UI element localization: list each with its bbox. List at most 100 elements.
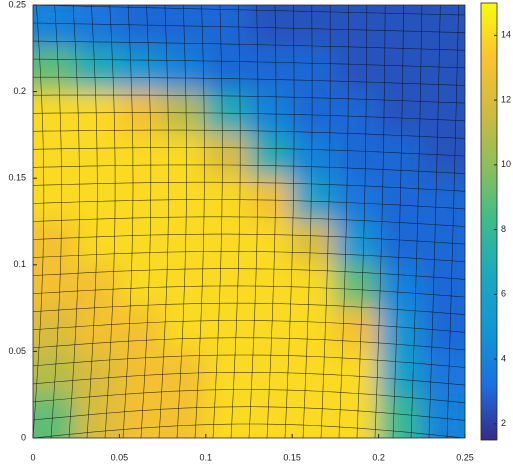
mesh-line (392, 5, 404, 438)
mesh-line (446, 5, 459, 438)
mesh-line (33, 147, 465, 157)
y-tick-label: 0.1 (13, 259, 26, 269)
heat-cell (205, 350, 250, 396)
heat-cell (378, 91, 423, 136)
mesh-line (158, 5, 169, 438)
y-tick-label: 0.05 (8, 346, 26, 356)
mesh-line (33, 268, 465, 280)
colorbar-tick-label: 8 (501, 224, 506, 234)
mesh-line (374, 5, 386, 438)
heat-cell (33, 5, 77, 49)
heat-cell (291, 264, 336, 309)
heat-cell (75, 307, 120, 352)
heat-cell (378, 221, 423, 266)
mesh-line (33, 354, 465, 368)
heat-cell (334, 91, 380, 136)
mesh-line (338, 5, 349, 438)
heat-cell (421, 307, 465, 352)
heat-cell (334, 177, 380, 222)
heat-cell (248, 47, 293, 93)
heat-cell (378, 350, 423, 396)
mesh-line (33, 22, 465, 33)
heat-cell (248, 307, 293, 352)
heat-cell (33, 47, 77, 93)
heat-cell (118, 91, 164, 136)
heat-cell (162, 394, 207, 438)
heat-cell (421, 177, 465, 222)
field (33, 5, 465, 438)
heat-cell (421, 264, 465, 309)
mesh-line (33, 233, 465, 245)
mesh-line (302, 5, 313, 438)
heat-cell (421, 91, 465, 136)
heat-cell (118, 264, 164, 309)
heat-cell (378, 134, 423, 179)
axes: 0 0.05 0.1 0.15 0.2 0.25 0 0.05 0.1 0.15 0.2 0.25 2 4… (8, 0, 511, 462)
heat-cell (378, 264, 423, 309)
x-tick-label: 0.15 (283, 452, 301, 462)
heat-cell (248, 221, 293, 266)
heat-cell (378, 394, 423, 438)
heat-cell (162, 47, 207, 93)
mesh-line (33, 251, 465, 263)
heat-cell (75, 91, 120, 136)
heat-cell (33, 350, 77, 396)
heat-cell (334, 47, 380, 93)
mesh-line (33, 199, 465, 210)
mesh-line (33, 5, 465, 16)
colorbar-tick-label: 12 (501, 94, 511, 104)
heat-cell (421, 394, 465, 438)
heat-cell (118, 350, 164, 396)
heat-cell (75, 394, 120, 438)
heat-cell (334, 134, 380, 179)
y-tick-label: 0 (21, 432, 26, 442)
heat-cell (118, 47, 164, 93)
heat-cell (291, 134, 336, 179)
heat-cell (378, 307, 423, 352)
x-tick-label: 0.1 (200, 452, 213, 462)
mesh-line (33, 112, 465, 122)
mesh-line (33, 285, 465, 298)
heat-cell (205, 134, 250, 179)
mesh-line (33, 94, 465, 104)
mesh-line (33, 164, 465, 174)
mesh-line (212, 5, 223, 438)
mesh-line (122, 5, 134, 438)
mesh-line (33, 302, 465, 315)
x-tick-label: 0 (30, 452, 35, 462)
x-tick-label: 0.25 (456, 452, 474, 462)
heat-cell (291, 5, 336, 49)
heat-cell (421, 134, 465, 179)
heat-cell (162, 221, 207, 266)
mesh-line (33, 40, 465, 51)
heat-cell (75, 177, 120, 222)
mesh-line (33, 320, 465, 333)
heat-cell (162, 307, 207, 352)
heat-cell (118, 134, 164, 179)
mesh-line (410, 5, 423, 438)
heat-cell (291, 394, 336, 438)
y-tick-label: 0.2 (13, 86, 26, 96)
heat-cell (248, 5, 293, 49)
heat-cell (248, 134, 293, 179)
heat-cell (118, 221, 164, 266)
heat-cell (75, 350, 120, 396)
mesh-line (428, 5, 441, 438)
heat-cell (118, 394, 164, 438)
heat-cell (162, 134, 207, 179)
y-tick-label: 0.15 (8, 173, 26, 183)
mesh-line (248, 5, 259, 438)
colorbar-tick-label: 4 (501, 353, 506, 363)
heat-cell (118, 5, 164, 49)
mesh-line (356, 5, 368, 438)
heat-cell (33, 264, 77, 309)
heat-cell (334, 221, 380, 266)
mesh-line (33, 406, 465, 421)
heat-cell (421, 5, 465, 49)
mesh-line (33, 389, 465, 404)
heat-cell (205, 47, 250, 93)
heat-cell (162, 91, 207, 136)
colorbar-tick-label: 2 (501, 418, 506, 428)
mesh-line (464, 427, 465, 438)
